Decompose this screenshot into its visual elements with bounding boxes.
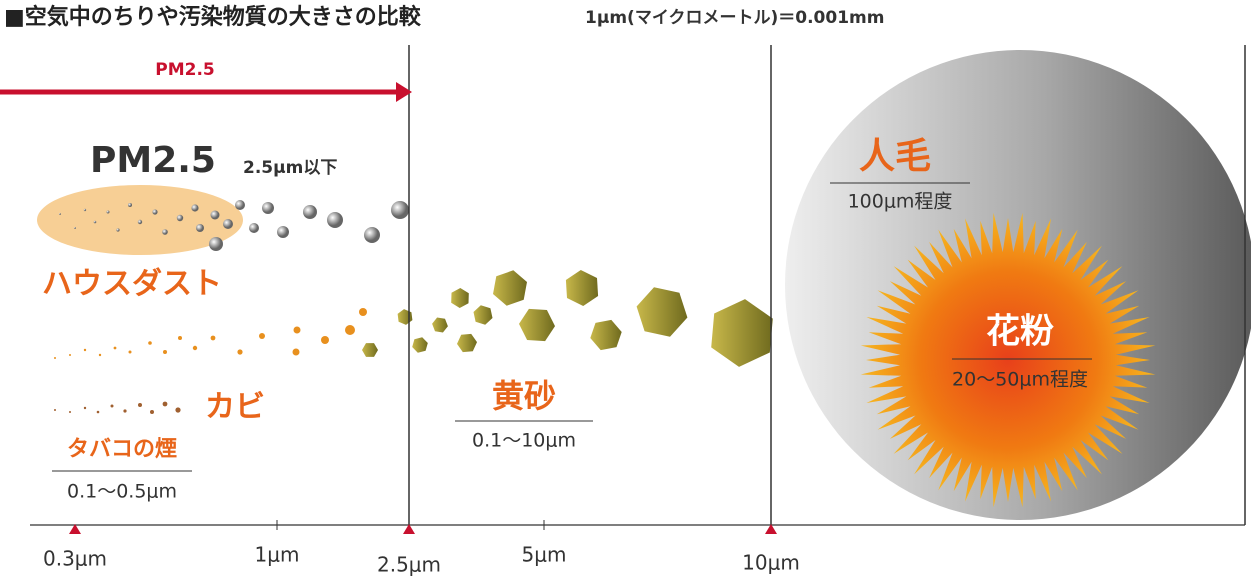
particle — [83, 208, 87, 212]
mold — [54, 409, 56, 411]
particle — [59, 213, 61, 215]
mold — [83, 406, 87, 410]
sand — [432, 317, 448, 333]
particle — [196, 224, 204, 232]
arrow-head — [396, 82, 412, 102]
mold — [162, 401, 168, 407]
axis-label: 1μm — [255, 543, 300, 567]
dust — [163, 350, 167, 354]
decoration — [37, 50, 1251, 520]
note: 1μm(マイクロメートル)＝0.001mm — [585, 8, 884, 28]
dust — [210, 335, 216, 341]
dust — [98, 353, 102, 357]
particle — [152, 209, 158, 215]
mold — [123, 409, 127, 413]
label-name: 花粉 — [986, 312, 1054, 352]
sand — [362, 343, 378, 357]
particle — [277, 226, 289, 238]
label-size: 20〜50μm程度 — [952, 369, 1088, 391]
label-size: 0.1〜10μm — [472, 430, 576, 452]
label-size: 0.1〜0.5μm — [67, 481, 177, 503]
particle — [106, 210, 110, 214]
particle — [303, 205, 317, 219]
label-size: 2.5μm以下 — [243, 158, 337, 178]
axis-marker — [403, 524, 415, 534]
axis-marker — [69, 524, 81, 534]
sand — [451, 288, 469, 308]
dust — [54, 357, 56, 359]
dust — [237, 349, 243, 355]
particle — [391, 201, 409, 219]
label-name: タバコの煙 — [67, 437, 177, 462]
sand — [636, 287, 688, 337]
particle — [235, 200, 245, 210]
particle — [364, 227, 380, 243]
particle — [191, 204, 199, 212]
axis-label: 0.3μm — [43, 547, 107, 571]
particle — [209, 237, 223, 251]
particle — [116, 228, 120, 232]
sand — [519, 308, 555, 342]
label-name: 黄砂 — [492, 377, 556, 415]
dust — [192, 345, 198, 351]
particle — [249, 223, 259, 233]
particle — [176, 214, 184, 222]
dust — [259, 333, 265, 339]
dust — [321, 336, 329, 344]
mold — [96, 410, 100, 414]
dust — [128, 350, 132, 354]
dust — [292, 348, 300, 356]
dust — [113, 346, 117, 350]
axis-label: 5μm — [522, 543, 567, 567]
label-size: 100μm程度 — [848, 191, 953, 213]
axis-marker — [765, 524, 777, 534]
sand — [397, 309, 413, 325]
mold — [150, 410, 154, 414]
dust — [178, 336, 182, 340]
sand — [457, 333, 477, 353]
particle — [128, 203, 132, 207]
title: ■空気中のちりや汚染物質の大きさの比較 — [4, 4, 422, 30]
sand — [565, 270, 599, 306]
label-name: PM2.5 — [90, 140, 216, 181]
sand — [711, 299, 773, 367]
sand — [412, 337, 428, 353]
sand — [590, 319, 622, 351]
label-name: ハウスダスト — [42, 267, 222, 302]
label-name: カビ — [205, 390, 265, 425]
particle — [74, 227, 76, 229]
sand — [493, 270, 527, 306]
dust — [148, 341, 152, 345]
particle — [262, 202, 274, 214]
particle — [137, 219, 143, 225]
arrow-label: PM2.5 — [155, 60, 215, 80]
particle — [223, 219, 233, 229]
pollen — [860, 212, 1156, 508]
particle — [210, 210, 220, 220]
axis-label: 10μm — [742, 551, 800, 575]
axis-label: 2.5μm — [377, 553, 441, 577]
mold — [69, 411, 71, 413]
dust — [359, 308, 367, 316]
mold — [110, 404, 114, 408]
mold — [175, 407, 181, 413]
particle — [162, 229, 168, 235]
particle — [93, 220, 97, 224]
dust — [293, 326, 301, 334]
dust — [69, 354, 71, 356]
label-name: 人毛 — [859, 136, 931, 177]
particle — [327, 212, 343, 228]
dust — [345, 325, 355, 335]
sand — [473, 305, 493, 325]
dust — [83, 348, 87, 352]
mold — [138, 403, 142, 407]
